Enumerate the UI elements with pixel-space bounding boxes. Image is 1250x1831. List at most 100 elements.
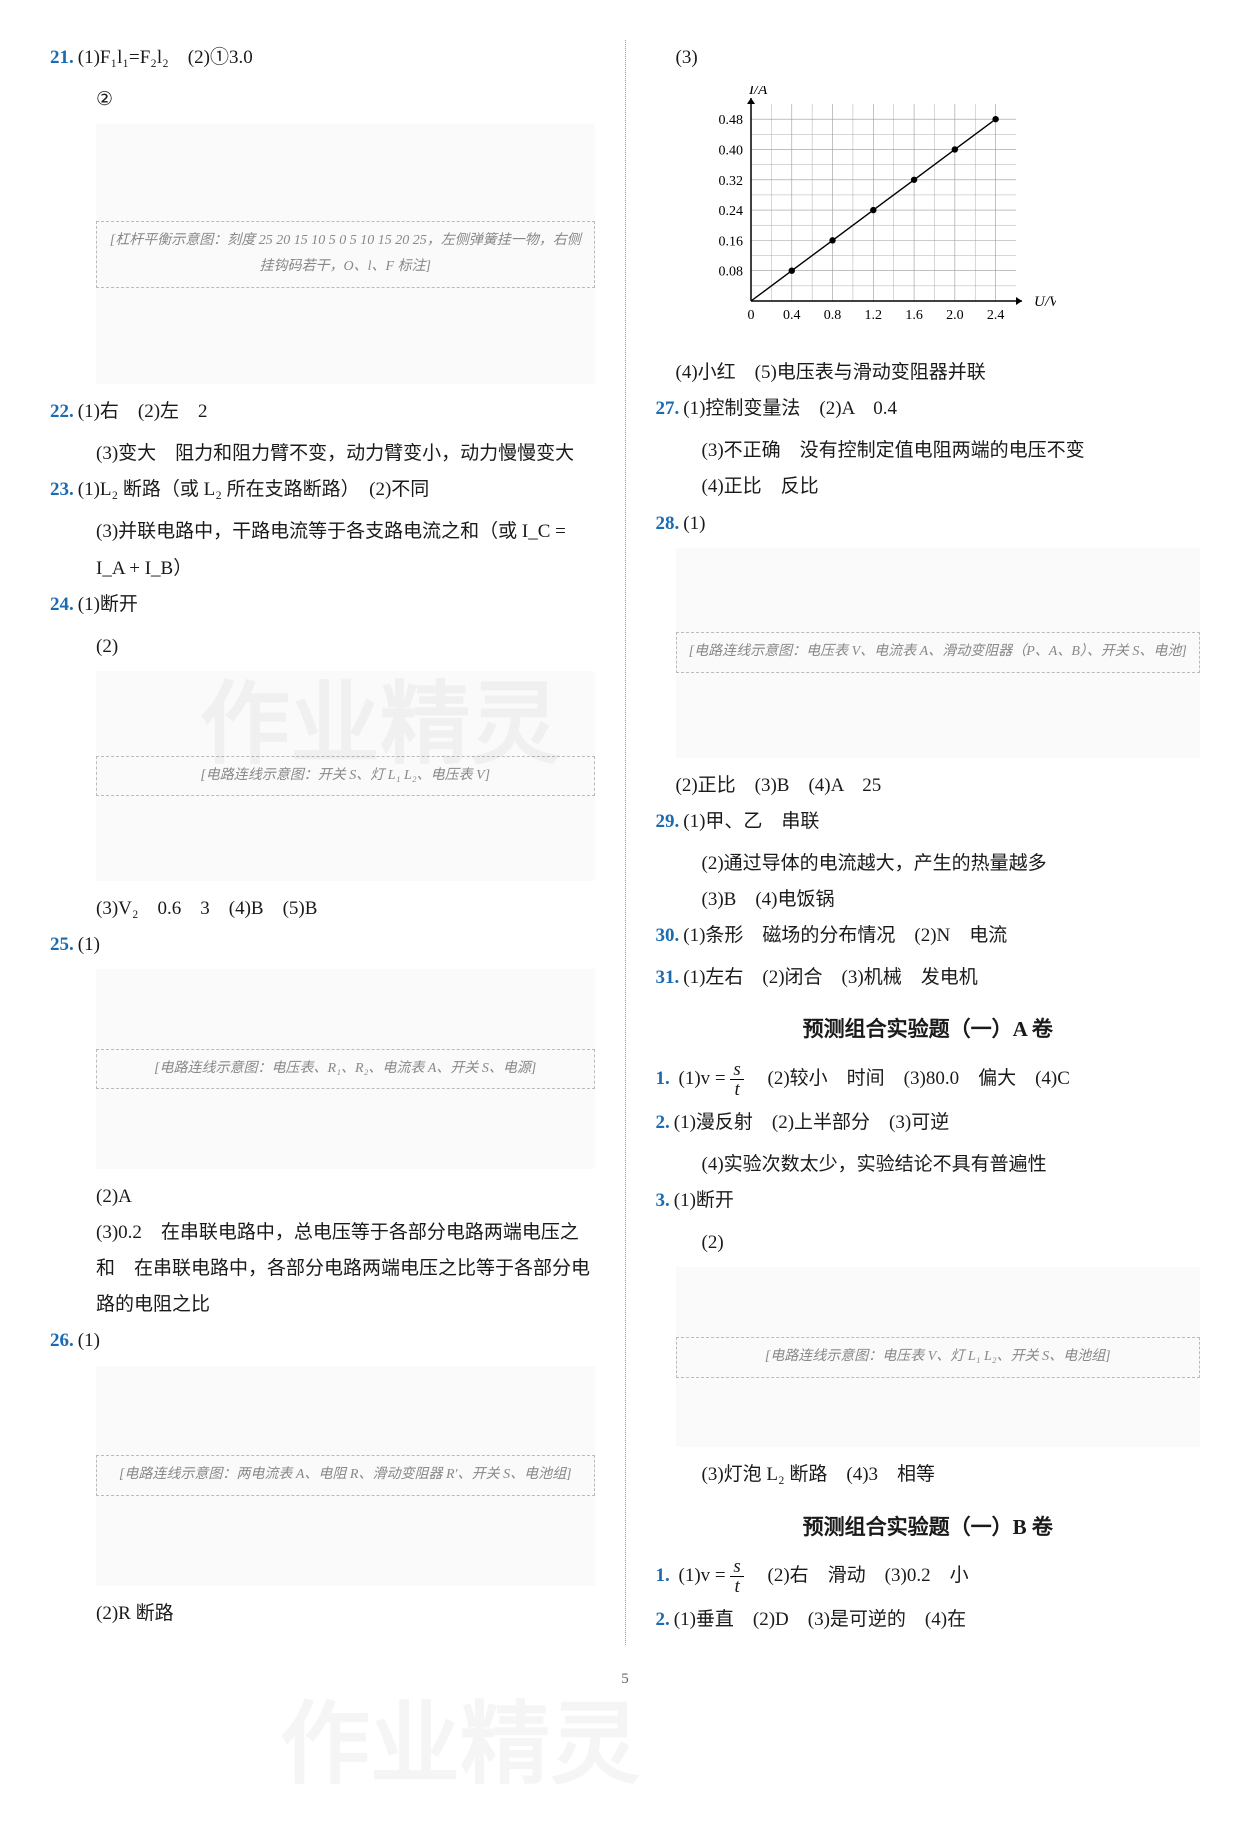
a2-p2: (4)实验次数太少，实验结论不具有普遍性 bbox=[656, 1147, 1201, 1183]
right-column: (3) 00.40.81.21.62.02.40.080.160.240.320… bbox=[656, 40, 1201, 1645]
a1-num: 1. bbox=[656, 1068, 670, 1089]
q27-p1: (1)控制变量法 (2)A 0.4 bbox=[683, 398, 897, 419]
q24: 24.(1)断开 bbox=[50, 587, 595, 623]
q21-num: 21. bbox=[50, 47, 74, 68]
q26-p2: (2)R 断路 bbox=[50, 1596, 595, 1632]
q25-diagram: [电路连线示意图：电压表、R₁、R₂、电流表 A、开关 S、电源] bbox=[96, 969, 595, 1169]
q30: 30.(1)条形 磁场的分布情况 (2)N 电流 bbox=[656, 918, 1201, 954]
q25-p2: (2)A bbox=[50, 1179, 595, 1215]
q27-num: 27. bbox=[656, 398, 680, 419]
svg-text:U/V: U/V bbox=[1034, 294, 1056, 310]
q28-p1: (1) bbox=[683, 513, 705, 534]
q31-p1: (1)左右 (2)闭合 (3)机械 发电机 bbox=[683, 967, 977, 988]
a3-p1: (1)断开 bbox=[674, 1190, 734, 1211]
q21-line1: (1)F₁l₁=F₂l₂ (2)①3.0 bbox=[78, 47, 253, 68]
svg-text:0: 0 bbox=[747, 308, 754, 323]
a3: 3.(1)断开 bbox=[656, 1183, 1201, 1219]
b2-num: 2. bbox=[656, 1609, 670, 1630]
q31: 31.(1)左右 (2)闭合 (3)机械 发电机 bbox=[656, 960, 1201, 996]
q28-diagram: [电路连线示意图：电压表 V、电流表 A、滑动变阻器（P、A、B）、开关 S、电… bbox=[676, 548, 1201, 758]
q25-diagram-ph: [电路连线示意图：电压表、R₁、R₂、电流表 A、开关 S、电源] bbox=[96, 1049, 595, 1090]
a2-num: 2. bbox=[656, 1112, 670, 1133]
a1: 1. (1)v = st (2)较小 时间 (3)80.0 偏大 (4)C bbox=[656, 1060, 1201, 1099]
svg-text:0.16: 0.16 bbox=[718, 234, 743, 249]
a1-frac: st bbox=[730, 1060, 743, 1099]
q24-num: 24. bbox=[50, 594, 74, 615]
q24-p2: (2) bbox=[50, 629, 595, 665]
q29-p2: (2)通过导体的电流越大，产生的热量越多 bbox=[656, 846, 1201, 882]
q28: 28.(1) bbox=[656, 506, 1201, 542]
q21-line2: ② bbox=[50, 82, 595, 118]
q27-p2: (3)不正确 没有控制定值电阻两端的电压不变 bbox=[656, 433, 1201, 469]
left-column: 21.(1)F₁l₁=F₂l₂ (2)①3.0 ② [杠杆平衡示意图：刻度 25… bbox=[50, 40, 595, 1645]
q27: 27.(1)控制变量法 (2)A 0.4 bbox=[656, 391, 1201, 427]
q26-num: 26. bbox=[50, 1330, 74, 1351]
a1-post: (2)较小 时间 (3)80.0 偏大 (4)C bbox=[749, 1068, 1070, 1089]
q22: 22.(1)右 (2)左 2 bbox=[50, 394, 595, 430]
a1-frac-d: t bbox=[730, 1080, 743, 1099]
q26c-p1: (3) bbox=[656, 40, 1201, 76]
q27-p3: (4)正比 反比 bbox=[656, 469, 1201, 505]
q25-p3: (3)0.2 在串联电路中，总电压等于各部分电路两端电压之和 在串联电路中，各部… bbox=[50, 1215, 595, 1323]
q29-p3: (3)B (4)电饭锅 bbox=[656, 882, 1201, 918]
q25-num: 25. bbox=[50, 934, 74, 955]
q30-p1: (1)条形 磁场的分布情况 (2)N 电流 bbox=[683, 925, 1007, 946]
q23: 23.(1)L₂ 断路（或 L₂ 所在支路断路） (2)不同 bbox=[50, 472, 595, 508]
b1-num: 1. bbox=[656, 1565, 670, 1586]
b1-frac-d: t bbox=[730, 1577, 743, 1596]
a3-num: 3. bbox=[656, 1190, 670, 1211]
svg-text:0.48: 0.48 bbox=[718, 113, 743, 128]
q25-p1: (1) bbox=[78, 934, 100, 955]
svg-text:0.4: 0.4 bbox=[783, 308, 801, 323]
b1: 1. (1)v = st (2)右 滑动 (3)0.2 小 bbox=[656, 1557, 1201, 1596]
q29-p1: (1)甲、乙 串联 bbox=[683, 811, 819, 832]
q24-diagram-ph: [电路连线示意图：开关 S、灯 L₁ L₂、电压表 V] bbox=[96, 756, 595, 797]
svg-text:0.08: 0.08 bbox=[718, 265, 743, 280]
q21: 21.(1)F₁l₁=F₂l₂ (2)①3.0 bbox=[50, 40, 595, 76]
heading-b: 预测组合实验题（一）B 卷 bbox=[656, 1508, 1201, 1548]
svg-text:1.2: 1.2 bbox=[864, 308, 882, 323]
a2: 2.(1)漫反射 (2)上半部分 (3)可逆 bbox=[656, 1105, 1201, 1141]
column-divider bbox=[625, 40, 626, 1645]
svg-text:2.0: 2.0 bbox=[946, 308, 964, 323]
a3-diagram-ph: [电路连线示意图：电压表 V、灯 L₁ L₂、开关 S、电池组] bbox=[676, 1337, 1201, 1378]
q29-num: 29. bbox=[656, 811, 680, 832]
q29: 29.(1)甲、乙 串联 bbox=[656, 804, 1201, 840]
q21-diagram-ph: [杠杆平衡示意图：刻度 25 20 15 10 5 0 5 10 15 20 2… bbox=[96, 221, 595, 288]
svg-text:0.24: 0.24 bbox=[718, 204, 743, 219]
svg-text:0.32: 0.32 bbox=[718, 174, 743, 189]
q26-diagram-ph: [电路连线示意图：两电流表 A、电阻 R、滑动变阻器 R′、开关 S、电池组] bbox=[96, 1455, 595, 1496]
q26: 26.(1) bbox=[50, 1323, 595, 1359]
a1-frac-n: s bbox=[730, 1060, 743, 1080]
q21-diagram: [杠杆平衡示意图：刻度 25 20 15 10 5 0 5 10 15 20 2… bbox=[96, 124, 595, 384]
q31-num: 31. bbox=[656, 967, 680, 988]
a1-pre: (1)v = bbox=[679, 1068, 731, 1089]
svg-text:1.6: 1.6 bbox=[905, 308, 923, 323]
q28-p2: (2)正比 (3)B (4)A 25 bbox=[656, 768, 1201, 804]
svg-text:0.8: 0.8 bbox=[823, 308, 841, 323]
svg-text:0.40: 0.40 bbox=[718, 144, 743, 159]
page-number: 5 bbox=[50, 1665, 1200, 1694]
svg-text:2.4: 2.4 bbox=[986, 308, 1004, 323]
q26c-chart: 0 0.4 0.8 1.2 1.6 2.0 2.4 0.08 0.16 0.24 0.32 0.40 0… bbox=[696, 86, 1201, 349]
b1-post: (2)右 滑动 (3)0.2 小 bbox=[749, 1565, 969, 1586]
q22-p1: (1)右 (2)左 2 bbox=[78, 401, 208, 422]
a2-p1: (1)漫反射 (2)上半部分 (3)可逆 bbox=[674, 1112, 949, 1133]
q26-diagram: [电路连线示意图：两电流表 A、电阻 R、滑动变阻器 R′、开关 S、电池组] bbox=[96, 1366, 595, 1586]
q24-p3: (3)V₂ 0.6 3 (4)B (5)B bbox=[50, 891, 595, 927]
b1-pre: (1)v = bbox=[679, 1565, 731, 1586]
q23-num: 23. bbox=[50, 479, 74, 500]
q22-p2: (3)变大 阻力和阻力臂不变，动力臂变小，动力慢慢变大 bbox=[50, 436, 595, 472]
q23-p2: (3)并联电路中，干路电流等于各支路电流之和（或 I_C = I_A + I_B… bbox=[50, 514, 595, 586]
q28-num: 28. bbox=[656, 513, 680, 534]
b1-frac: st bbox=[730, 1557, 743, 1596]
b1-frac-n: s bbox=[730, 1557, 743, 1577]
q24-diagram: [电路连线示意图：开关 S、灯 L₁ L₂、电压表 V] bbox=[96, 671, 595, 881]
q23-p1: (1)L₂ 断路（或 L₂ 所在支路断路） (2)不同 bbox=[78, 479, 430, 500]
q26-p1: (1) bbox=[78, 1330, 100, 1351]
a3-p2: (2) bbox=[656, 1225, 1201, 1261]
b2-p1: (1)垂直 (2)D (3)是可逆的 (4)在 bbox=[674, 1609, 966, 1630]
q30-num: 30. bbox=[656, 925, 680, 946]
q22-num: 22. bbox=[50, 401, 74, 422]
a3-p3: (3)灯泡 L₂ 断路 (4)3 相等 bbox=[656, 1457, 1201, 1493]
